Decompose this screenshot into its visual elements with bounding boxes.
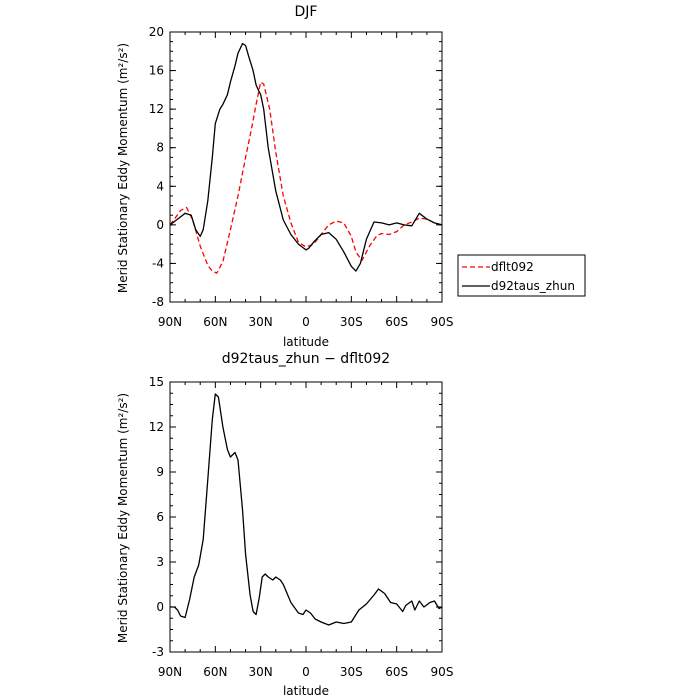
bottom-x-tick-label: 30S	[340, 665, 363, 679]
legend-box	[457, 254, 586, 297]
top-y-tick-label: 12	[149, 102, 164, 116]
top-y-tick-label: 0	[156, 218, 164, 232]
bottom-y-tick-label: 3	[156, 555, 164, 569]
bottom-plot-frame	[169, 381, 443, 653]
top-x-tick-label: 60S	[385, 315, 408, 329]
bottom-x-tick-label: 60N	[203, 665, 227, 679]
top-x-tick-label: 90N	[158, 315, 182, 329]
top-y-tick-label: 16	[149, 64, 164, 78]
bottom-series-group	[170, 393, 443, 626]
top-y-ticks: -8 -4 0 4 8 12 16 20	[149, 25, 442, 309]
bottom-y-tick-label: 6	[156, 510, 164, 524]
bottom-y-ticks: -3 0 3 6 9 12 15	[149, 375, 442, 659]
top-y-tick-label: 20	[149, 25, 164, 39]
bottom-x-tick-label: 90S	[431, 665, 454, 679]
bottom-panel: d92taus_zhun − dflt092 90N 60N 30N 0 30S 60S 9…	[116, 351, 453, 698]
top-series-d92taus-zhun	[169, 42, 443, 272]
bottom-y-tick-label: 12	[149, 420, 164, 434]
top-x-tick-label: 30S	[340, 315, 363, 329]
legend-label-dflt092: dflt092	[491, 260, 534, 274]
legend: dflt092 d92taus_zhun	[457, 254, 586, 297]
top-x-ticks: 90N 60N 30N 0 30S 60S 90S	[158, 32, 454, 329]
top-panel: DJF 90N 60N 30N 0 30S 60S 90S -8 -4 0 4 8 12 16 20 la…	[116, 4, 586, 349]
legend-label-d92taus-zhun: d92taus_zhun	[491, 279, 575, 293]
top-x-axis-label: latitude	[283, 335, 329, 349]
top-series-dflt092	[169, 81, 443, 274]
bottom-x-axis-label: latitude	[283, 684, 329, 698]
bottom-y-tick-label: 0	[156, 600, 164, 614]
bottom-x-tick-label: 0	[302, 665, 310, 679]
top-y-tick-label: 4	[156, 179, 164, 193]
bottom-x-tick-label: 60S	[385, 665, 408, 679]
bottom-x-tick-label: 90N	[158, 665, 182, 679]
bottom-x-tick-label: 30N	[249, 665, 273, 679]
bottom-series-line-0	[170, 393, 443, 626]
top-x-tick-label: 90S	[431, 315, 454, 329]
top-y-tick-label: -8	[152, 295, 164, 309]
bottom-chart-title: d92taus_zhun − dflt092	[222, 351, 390, 367]
bottom-y-tick-label: 15	[149, 375, 164, 389]
bottom-y-tick-label: -3	[152, 645, 164, 659]
bottom-x-ticks: 90N 60N 30N 0 30S 60S 90S	[158, 382, 454, 679]
top-chart-title: DJF	[295, 4, 318, 20]
top-x-tick-label: 30N	[249, 315, 273, 329]
top-x-tick-label: 0	[302, 315, 310, 329]
top-series-group	[169, 42, 443, 274]
top-y-tick-label: -4	[152, 256, 164, 270]
top-y-tick-label: 8	[156, 141, 164, 155]
top-x-tick-label: 60N	[203, 315, 227, 329]
top-y-axis-label: Merid Stationary Eddy Momentum (m²/s²)	[116, 43, 130, 293]
bottom-y-tick-label: 9	[156, 465, 164, 479]
bottom-y-axis-label: Merid Stationary Eddy Momentum (m²/s²)	[116, 393, 130, 643]
